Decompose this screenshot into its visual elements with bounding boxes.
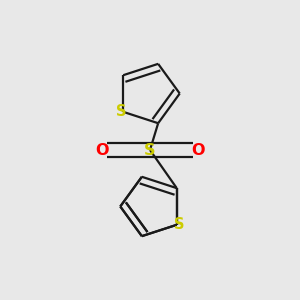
Text: S: S <box>116 104 126 119</box>
Text: S: S <box>174 217 184 232</box>
Text: O: O <box>95 142 108 158</box>
Text: S: S <box>144 142 156 158</box>
Text: O: O <box>192 142 205 158</box>
